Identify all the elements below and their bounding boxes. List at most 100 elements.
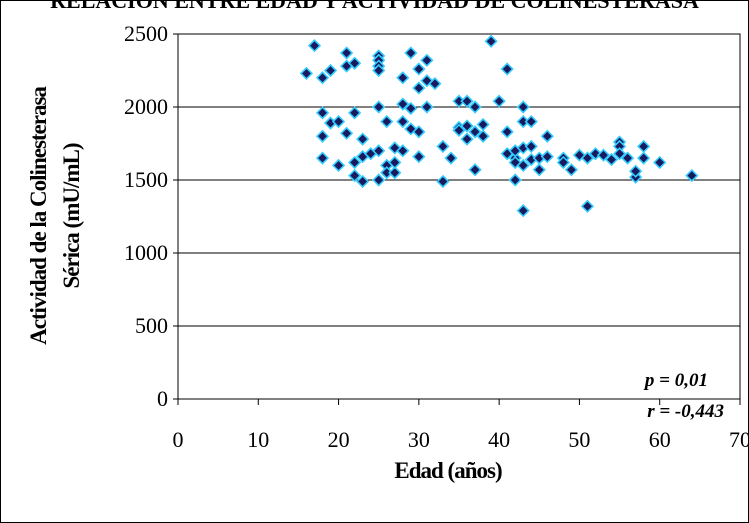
y-tick-label: 500 — [135, 313, 168, 338]
p-value-annotation: p = 0,01 — [643, 370, 708, 391]
data-point — [468, 163, 482, 177]
y-axis-label-line2: Sérica (mU/mL) — [59, 143, 84, 288]
data-point — [452, 123, 466, 137]
data-point — [580, 151, 595, 165]
y-tick-label: 0 — [157, 386, 168, 411]
data-point — [556, 155, 571, 170]
data-point — [516, 100, 530, 114]
data-point — [540, 150, 554, 164]
axis-ticks: 0 500 1000 1500 2000 2500 0 10 20 30 40 50 60 70 — [124, 21, 749, 452]
data-point — [323, 63, 338, 78]
data-point — [524, 139, 538, 154]
data-point — [339, 126, 354, 140]
data-point — [331, 114, 346, 129]
data-point — [412, 125, 426, 139]
data-point — [372, 63, 386, 78]
data-point — [516, 158, 530, 173]
data-point — [476, 129, 490, 143]
x-tick-label: 70 — [729, 427, 749, 452]
data-point — [388, 155, 402, 170]
data-point — [508, 173, 522, 187]
data-point — [685, 168, 699, 183]
data-point — [460, 119, 474, 133]
data-point — [396, 114, 410, 129]
data-point — [484, 34, 498, 48]
data-point — [412, 150, 426, 164]
x-tick-label: 0 — [173, 427, 184, 452]
x-tick-label: 50 — [568, 427, 590, 452]
data-point — [436, 139, 450, 154]
y-tick-label: 2500 — [124, 21, 168, 46]
y-axis-label-line1: Actividad de la Colinesterasa — [26, 86, 51, 345]
data-point — [372, 100, 386, 114]
data-point — [580, 199, 595, 213]
data-point — [596, 148, 611, 162]
x-axis-label: Edad (años) — [394, 458, 502, 483]
r-value-annotation: r = -0,443 — [647, 401, 724, 422]
x-tick-label: 20 — [328, 427, 350, 452]
data-point — [460, 94, 474, 108]
data-point — [524, 114, 538, 129]
data-point — [420, 53, 434, 67]
data-point — [339, 46, 354, 60]
data-point — [412, 62, 426, 76]
x-tick-label: 60 — [649, 427, 671, 452]
data-point — [315, 71, 330, 85]
data-point — [492, 94, 506, 108]
data-point — [347, 106, 362, 120]
x-tick-label: 40 — [488, 427, 510, 452]
data-point — [460, 132, 474, 146]
data-point — [347, 56, 362, 70]
data-point — [420, 100, 434, 114]
data-point — [444, 151, 458, 165]
data-point — [428, 77, 442, 91]
data-point — [468, 100, 482, 114]
data-point — [347, 155, 362, 170]
data-point — [315, 106, 330, 120]
data-point — [315, 129, 330, 143]
data-point — [637, 151, 651, 165]
data-point — [299, 66, 314, 81]
data-point — [404, 46, 418, 60]
data-point — [372, 144, 386, 158]
data-point — [637, 139, 651, 154]
y-tick-label: 1500 — [124, 167, 168, 192]
data-point — [380, 114, 394, 129]
data-point — [404, 101, 418, 116]
y-tick-label: 1000 — [124, 240, 168, 265]
data-point — [388, 166, 402, 180]
chart-title: RELACION ENTRE EDAD Y ACTIVIDAD DE COLIN… — [50, 0, 699, 13]
data-point — [412, 81, 426, 95]
data-point — [396, 71, 410, 85]
data-point — [540, 129, 554, 143]
data-point — [356, 132, 370, 146]
data-point — [396, 144, 410, 158]
data-point — [500, 125, 514, 139]
data-point — [468, 125, 482, 139]
data-point — [436, 174, 450, 189]
data-point — [653, 155, 667, 170]
x-tick-label: 10 — [247, 427, 269, 452]
data-point — [500, 62, 514, 76]
plot-area-border — [177, 33, 741, 400]
data-points — [299, 34, 699, 218]
data-point — [620, 151, 635, 165]
data-point — [307, 39, 322, 53]
data-point — [372, 173, 386, 187]
data-point — [628, 164, 643, 178]
data-point — [315, 151, 330, 165]
data-point — [516, 204, 530, 218]
data-point — [476, 117, 490, 132]
y-tick-label: 2000 — [124, 94, 168, 119]
data-point — [396, 97, 410, 111]
data-point — [604, 152, 619, 167]
data-point — [564, 163, 579, 177]
data-point — [532, 163, 546, 177]
x-tick-label: 30 — [408, 427, 430, 452]
data-point — [331, 158, 346, 173]
data-point — [347, 168, 362, 183]
data-point — [612, 147, 627, 161]
gridlines — [178, 33, 740, 327]
